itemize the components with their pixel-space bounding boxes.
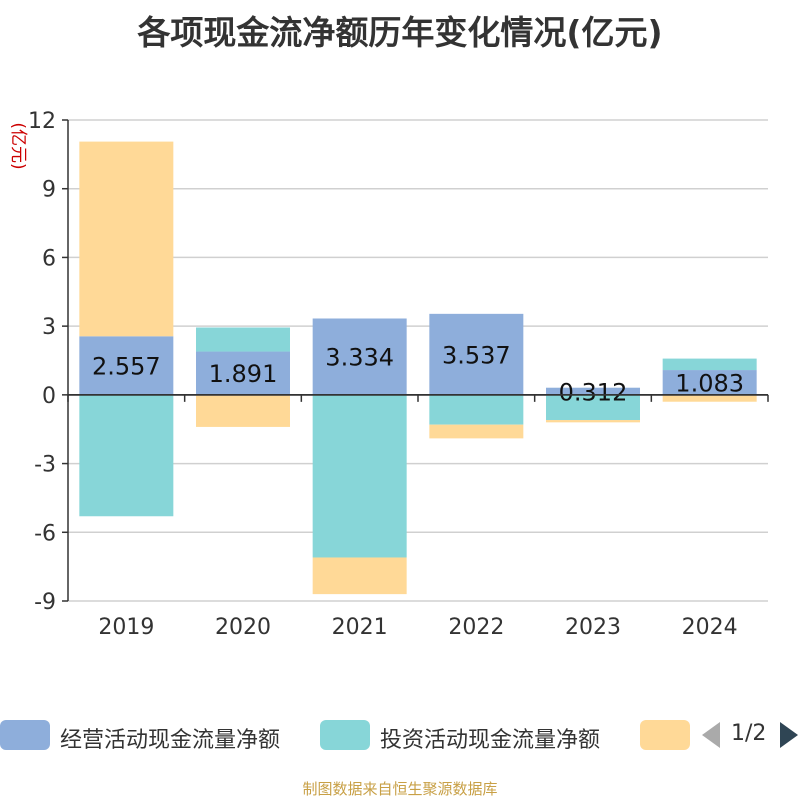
data-label: 3.537 (442, 341, 511, 369)
bar-investing (662, 358, 757, 371)
data-label: 2.557 (92, 353, 161, 381)
data-label: 0.312 (559, 378, 628, 406)
x-tick-label: 2019 (98, 615, 154, 640)
bar-investing (196, 327, 290, 352)
y-tick-label: 6 (42, 246, 56, 271)
y-tick-label: 0 (42, 384, 56, 409)
y-axis-label: (亿元) (8, 122, 28, 169)
bar-financing (662, 394, 757, 402)
legend-label-investing: 投资活动现金流量净额 (380, 728, 601, 753)
bar-investing (429, 394, 524, 425)
legend-page-indicator: 1/2 (731, 721, 767, 746)
bar-operating (429, 313, 524, 395)
legend-item-operating[interactable]: 经营活动现金流量净额 (0, 720, 300, 753)
bar-financing (546, 420, 640, 423)
bar-operating (546, 387, 640, 395)
x-tick-label: 2023 (565, 615, 621, 640)
y-tick-label: -9 (34, 590, 56, 615)
x-tick-label: 2024 (682, 615, 738, 640)
legend-prev-page-icon[interactable] (700, 720, 724, 750)
chart-title: 各项现金流净额历年变化情况(亿元) (137, 13, 663, 52)
bar-operating (196, 351, 290, 395)
legend-label-operating: 经营活动现金流量净额 (60, 728, 281, 753)
legend-item-financing[interactable] (640, 720, 690, 750)
legend-swatch-operating (0, 720, 50, 750)
y-tick-label: -6 (34, 521, 56, 546)
x-tick-label: 2021 (332, 615, 388, 640)
legend-next-page-icon[interactable] (776, 720, 800, 750)
data-label: 1.083 (675, 369, 744, 397)
y-tick-label: 12 (28, 109, 56, 134)
legend-swatch-financing (640, 720, 690, 750)
bar-investing (312, 394, 407, 558)
x-tick-label: 2020 (215, 615, 271, 640)
bar-investing (546, 394, 640, 421)
bar-financing (79, 141, 174, 337)
x-tick-label: 2022 (448, 615, 504, 640)
bar-operating (662, 370, 757, 395)
legend: 经营活动现金流量净额 投资活动现金流量净额 1/2 (0, 712, 800, 756)
bar-operating (79, 336, 174, 395)
bar-financing (429, 424, 524, 439)
y-tick-label: 3 (42, 315, 56, 340)
legend-item-investing[interactable]: 投资活动现金流量净额 (320, 720, 620, 753)
bar-operating (312, 318, 407, 395)
y-tick-label: -3 (34, 453, 56, 478)
bar-investing (79, 394, 174, 517)
source-note: 制图数据来自恒生聚源数据库 (302, 780, 498, 798)
data-label: 3.334 (325, 344, 394, 372)
data-label: 1.891 (209, 360, 278, 388)
legend-swatch-investing (320, 720, 370, 750)
y-tick-label: 9 (42, 178, 56, 203)
bar-financing (312, 557, 407, 595)
bar-financing (196, 394, 290, 427)
